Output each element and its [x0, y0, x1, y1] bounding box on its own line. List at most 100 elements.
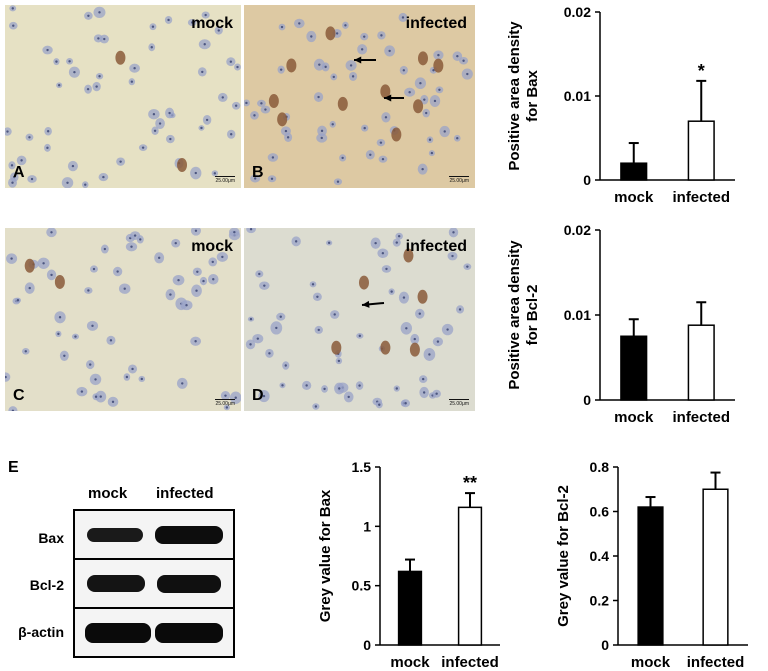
nucleolus: [245, 101, 248, 105]
nucleolus: [335, 32, 339, 35]
nucleolus: [395, 241, 398, 244]
bar-infected: [702, 488, 729, 646]
nucleolus: [263, 284, 266, 287]
nucleolus: [421, 167, 424, 171]
nucleolus: [89, 363, 92, 366]
nucleolus: [46, 130, 50, 133]
nucleolus: [317, 95, 320, 99]
nucleolus: [332, 75, 335, 79]
micrograph-b: infected B 25.00μm: [244, 5, 475, 188]
cell-nucleus: [8, 406, 18, 411]
nucleolus: [168, 111, 171, 115]
micrograph-d: infected D 25.00μm: [244, 228, 475, 411]
nucleolus: [221, 96, 224, 99]
y-tick-label: 0.01: [564, 307, 591, 323]
nucleolus: [139, 238, 142, 241]
nucleolus: [234, 104, 238, 107]
y-axis-title-line: Grey value for Bcl-2: [555, 485, 572, 627]
nucleolus: [281, 384, 284, 387]
nucleolus: [413, 337, 416, 341]
nucleolus: [58, 316, 62, 319]
nucleolus: [385, 267, 388, 271]
nucleolus: [103, 247, 107, 251]
nucleolus: [234, 396, 237, 399]
nucleolus: [310, 35, 313, 38]
micrograph-a: mock A 25.00μm: [5, 5, 241, 188]
blot-row-actin: β-actin: [18, 624, 64, 640]
nucleolus: [324, 65, 327, 69]
nucleolus: [20, 159, 23, 162]
bcl2-density-chart: 0 0.01 0.02 Positive area density for Bcl-2 m…: [506, 222, 735, 426]
nucleolus: [405, 327, 408, 330]
arrowhead-icon: [354, 56, 362, 64]
stained-cell: [331, 340, 342, 355]
nucleolus: [151, 25, 155, 28]
nucleolus: [211, 260, 214, 264]
panel-label: D: [252, 387, 264, 404]
blot-column-infected: infected: [156, 485, 214, 502]
nucleolus: [305, 384, 308, 387]
nucleolus: [363, 35, 366, 38]
y-tick-label: 0.6: [590, 504, 610, 520]
tissue-image: [244, 5, 475, 188]
nucleolus: [268, 352, 271, 355]
nucleolus: [456, 54, 459, 58]
y-tick-label: 0.5: [352, 578, 372, 594]
nucleolus: [388, 49, 391, 53]
nucleolus: [347, 395, 350, 399]
nucleolus: [451, 254, 454, 258]
panel-label: C: [13, 387, 25, 404]
nucleolus: [358, 384, 361, 387]
nucleolus: [418, 312, 421, 315]
band-bax-mock: [87, 528, 143, 542]
nucleolus: [425, 111, 428, 115]
x-tick-label: mock: [390, 654, 430, 671]
nucleolus: [318, 63, 321, 66]
nucleolus: [57, 84, 61, 87]
nucleolus: [130, 245, 133, 248]
bar-mock: [397, 570, 423, 646]
nucleolus: [419, 82, 422, 85]
nucleolus: [298, 22, 301, 25]
nucleolus: [258, 272, 261, 276]
scale-bar: 25.00μm: [449, 399, 469, 407]
stained-cell: [24, 258, 35, 273]
nucleolus: [446, 328, 449, 331]
nucleolus: [66, 181, 69, 184]
nucleolus: [133, 67, 136, 70]
nucleolus: [42, 262, 45, 265]
nucleolus: [284, 129, 288, 133]
nucleolus: [24, 350, 27, 353]
blot-row-bax: Bax: [38, 530, 64, 546]
nucleolus: [422, 391, 426, 394]
nucleolus: [195, 289, 198, 292]
nucleolus: [50, 273, 53, 277]
nucleolus: [158, 122, 162, 125]
nucleolus: [327, 241, 331, 245]
condition-label: infected: [405, 238, 467, 255]
arrowhead-icon: [362, 300, 370, 308]
nucleolus: [174, 241, 177, 245]
x-tick-label: mock: [614, 409, 654, 426]
nucleolus: [320, 129, 324, 133]
x-tick-label: mock: [631, 654, 671, 671]
nucleolus: [233, 230, 236, 234]
nucleolus: [194, 229, 198, 233]
nucleolus: [185, 304, 188, 307]
nucleolus: [436, 340, 440, 343]
nucleolus: [423, 98, 426, 101]
nucleolus: [91, 324, 94, 328]
nucleolus: [384, 116, 388, 119]
band-bcl2-mock: [87, 575, 145, 592]
y-tick-label: 0: [583, 172, 591, 188]
nucleolus: [95, 85, 98, 88]
nucleolus: [363, 126, 366, 130]
nucleolus: [191, 21, 194, 24]
nucleolus: [169, 293, 172, 296]
nucleolus: [116, 270, 119, 273]
nucleolus: [84, 183, 87, 186]
stained-cell: [177, 157, 188, 172]
panel-label: B: [252, 164, 264, 181]
nucleolus: [408, 90, 411, 94]
bar-infected: [457, 506, 483, 646]
